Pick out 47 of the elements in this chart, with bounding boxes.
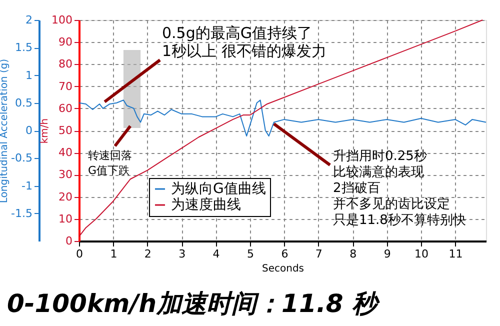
x-tick-label: 7	[315, 248, 322, 260]
y-tick-label: 20	[58, 190, 72, 204]
x-tick-label: 6	[281, 248, 288, 260]
y-axis-title: km/h	[40, 118, 51, 144]
x-tick-label: 10	[414, 248, 429, 260]
y-tick-label: 60	[58, 102, 72, 115]
y2-tick-label: 0	[26, 124, 32, 137]
x-tick-label: 4	[212, 248, 220, 260]
annotation: 比较满意的表现	[333, 165, 424, 180]
legend-label: 为纵向G值曲线	[171, 181, 266, 197]
y2-tick-label: -1	[22, 179, 32, 192]
annotation: 0.5g的最高G值持续了	[162, 24, 312, 42]
legend-label: 为速度曲线	[171, 197, 241, 213]
x-tick-label: 2	[144, 248, 152, 260]
annotation: 转速回落	[88, 149, 132, 162]
y2-tick-label: -0.5	[11, 152, 32, 165]
y2-tick-label: 1.5	[15, 41, 32, 54]
annotation: 1秒以上 很不错的爆发力	[162, 42, 326, 60]
y-tick-label: 0	[66, 234, 72, 248]
y2-tick-label: 0.5	[15, 96, 32, 110]
y-tick-label: 90	[58, 36, 72, 49]
x-tick-label: 9	[384, 248, 391, 260]
y-tick-label: 10	[58, 212, 72, 226]
y-tick-label: 40	[58, 146, 72, 160]
x-tick-label: 11	[448, 248, 463, 260]
line-series	[78, 20, 484, 238]
y-tick-label: 80	[58, 58, 72, 71]
x-axis-title: Seconds	[262, 264, 304, 274]
annotation: 只是11.8秒不算特别快	[333, 213, 466, 228]
line-series	[78, 100, 486, 137]
x-tick-label: 0	[76, 248, 83, 260]
x-tick-label: 8	[350, 248, 357, 260]
annotation: 2挡破百	[333, 181, 380, 196]
y2-tick-label: -1.5	[11, 206, 32, 220]
annotation: 升挡用时0.25秒	[333, 149, 427, 164]
y-tick-label: 100	[52, 14, 72, 26]
y2-tick-label: 2	[26, 14, 32, 26]
x-tick-label: 3	[178, 248, 186, 260]
y-tick-label: 30	[58, 168, 72, 182]
text: 0-100km/h加速时间：11.8 秒	[7, 289, 380, 318]
annotation: 并不多见的齿比设定	[333, 197, 450, 212]
x-tick-label: 1	[110, 248, 118, 260]
y-tick-label: 70	[58, 80, 72, 93]
annotation: G值下跌	[88, 164, 130, 177]
y-tick-label: 50	[58, 124, 72, 137]
y2-tick-label: 1	[26, 68, 32, 82]
x-tick-label: 5	[247, 248, 254, 260]
